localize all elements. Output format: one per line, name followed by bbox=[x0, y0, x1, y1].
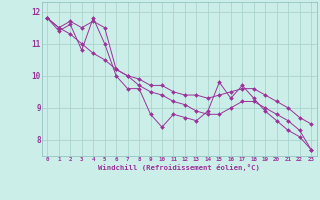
X-axis label: Windchill (Refroidissement éolien,°C): Windchill (Refroidissement éolien,°C) bbox=[98, 164, 260, 171]
